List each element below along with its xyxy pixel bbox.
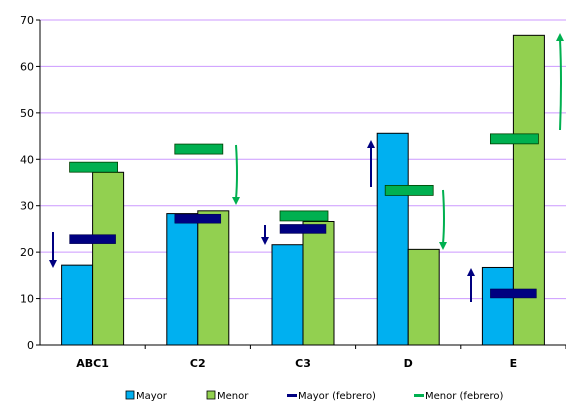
- x-axis-category-labels: ABC1 C2 C3 D E: [76, 357, 517, 370]
- arrow-head: [439, 242, 447, 250]
- legend-item: Menor: [206, 390, 249, 401]
- arrow-shaft: [235, 144, 238, 200]
- legend-label: Menor: [217, 391, 249, 401]
- bar-menor: [302, 221, 335, 346]
- marker-menor-febrero: [384, 184, 434, 196]
- y-tick-label: 70: [20, 14, 34, 27]
- marker-mayor-febrero: [174, 213, 222, 224]
- trend-arrows: [49, 33, 564, 302]
- arrow-head: [49, 260, 57, 268]
- legend-label: Mayor: [136, 391, 168, 401]
- arrow-head: [232, 197, 240, 205]
- arrow-down: [439, 189, 447, 250]
- x-category-label: C3: [295, 357, 311, 370]
- y-tick-label: 60: [20, 60, 34, 73]
- arrow-up: [467, 268, 475, 302]
- arrow-head: [261, 237, 269, 245]
- y-tick-label: 50: [20, 107, 34, 120]
- markers: [69, 133, 539, 299]
- marker-mayor-febrero: [490, 288, 537, 299]
- bar-menor: [92, 171, 125, 346]
- marker-menor-febrero: [174, 143, 224, 155]
- axes: [36, 19, 566, 349]
- legend-swatch: [206, 390, 216, 400]
- arrow-down: [232, 144, 240, 205]
- arrow-head: [467, 268, 475, 276]
- legend: Mayor Menor Mayor (febrero) Menor (febrero): [125, 390, 504, 401]
- bar-mayor: [481, 266, 514, 346]
- legend-swatch: [414, 394, 424, 397]
- arrow-up: [367, 140, 375, 188]
- bar-mayor: [61, 264, 94, 346]
- marker-menor-febrero: [69, 161, 118, 173]
- marker-menor-febrero: [489, 133, 539, 145]
- marker-mayor-febrero: [279, 224, 327, 234]
- y-tick-label: 40: [20, 153, 34, 166]
- legend-label: Mayor (febrero): [298, 391, 376, 401]
- marker-menor-febrero: [279, 210, 329, 222]
- y-axis-tick-labels: 0 10 20 30 40 50 60 70: [20, 14, 34, 352]
- x-category-label: E: [510, 357, 518, 370]
- x-category-label: C2: [190, 357, 206, 370]
- arrow-shaft: [559, 38, 562, 131]
- arrow-head: [556, 33, 564, 41]
- legend-item: Mayor: [125, 390, 168, 401]
- arrow-shaft: [442, 189, 445, 245]
- y-tick-label: 30: [20, 200, 34, 213]
- arrow-down: [261, 224, 269, 245]
- legend-swatch: [287, 394, 297, 397]
- bar-menor: [512, 34, 545, 346]
- arrow-head: [367, 140, 375, 148]
- arrow-down: [49, 232, 57, 268]
- legend-swatch: [125, 390, 135, 400]
- legend-item: Mayor (febrero): [287, 391, 376, 401]
- arrow-up: [556, 33, 564, 131]
- bar-menor: [197, 210, 230, 346]
- y-tick-label: 10: [20, 293, 34, 306]
- legend-label: Menor (febrero): [425, 391, 504, 401]
- bar-mayor: [376, 132, 409, 346]
- x-category-label: ABC1: [76, 357, 109, 370]
- x-category-label: D: [404, 357, 413, 370]
- marker-mayor-febrero: [69, 234, 116, 244]
- y-tick-label: 20: [20, 246, 34, 259]
- bar-mayor: [271, 244, 304, 346]
- bar-mayor: [166, 213, 199, 346]
- legend-item: Menor (febrero): [414, 391, 504, 401]
- bar-menor: [407, 248, 440, 346]
- grid-lines: [40, 19, 566, 300]
- y-tick-label: 0: [27, 339, 34, 352]
